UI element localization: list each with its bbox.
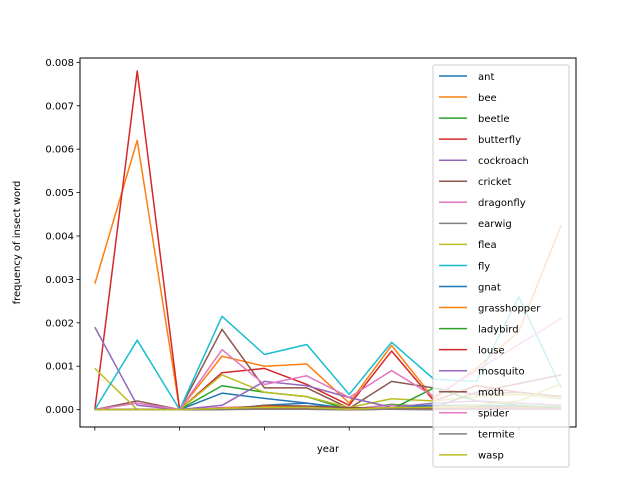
legend-label-cricket: cricket — [478, 177, 511, 188]
y-tick-label: 0.004 — [45, 231, 74, 242]
legend-label-gnat: gnat — [478, 282, 501, 293]
legend-label-bee: bee — [478, 93, 497, 104]
legend: ant bee beetle butterfly cockroach cricket dra… — [432, 64, 570, 468]
legend-label-ladybird: ladybird — [478, 324, 519, 335]
legend-label-butterfly: butterfly — [478, 135, 521, 146]
legend-label-termite: termite — [478, 430, 515, 441]
legend-label-mosquito: mosquito — [478, 367, 525, 378]
legend-label-moth: moth — [478, 388, 504, 399]
y-tick-label: 0.007 — [45, 101, 74, 112]
legend-label-dragonfly: dragonfly — [478, 198, 526, 209]
y-tick-label: 0.008 — [45, 58, 74, 69]
legend-label-flea: flea — [478, 240, 497, 251]
legend-label-fly: fly — [478, 261, 490, 272]
legend-frame — [432, 64, 570, 468]
plot-frame — [79, 57, 577, 428]
y-tick-label: 0.005 — [45, 188, 74, 199]
legend-label-ant: ant — [478, 72, 494, 83]
legend-label-spider: spider — [478, 409, 510, 420]
y-axis-ticks: 0.000 0.001 0.002 0.003 0.004 0.005 0.006 0.007… — [45, 58, 80, 416]
x-axis-label: year — [317, 444, 340, 455]
legend-label-beetle: beetle — [478, 114, 510, 125]
y-tick-label: 0.002 — [45, 318, 74, 329]
legend-label-earwig: earwig — [478, 219, 512, 230]
y-tick-label: 0.000 — [45, 405, 74, 416]
legend-label-grasshopper: grasshopper — [478, 303, 541, 314]
y-tick-label: 0.003 — [45, 275, 74, 286]
legend-label-wasp: wasp — [478, 451, 504, 462]
legend-label-cockroach: cockroach — [478, 156, 529, 167]
legend-label-louse: louse — [478, 345, 505, 356]
y-axis-label: frequency of insect word — [12, 181, 23, 305]
y-tick-label: 0.006 — [45, 145, 74, 156]
y-tick-label: 0.001 — [45, 362, 74, 373]
